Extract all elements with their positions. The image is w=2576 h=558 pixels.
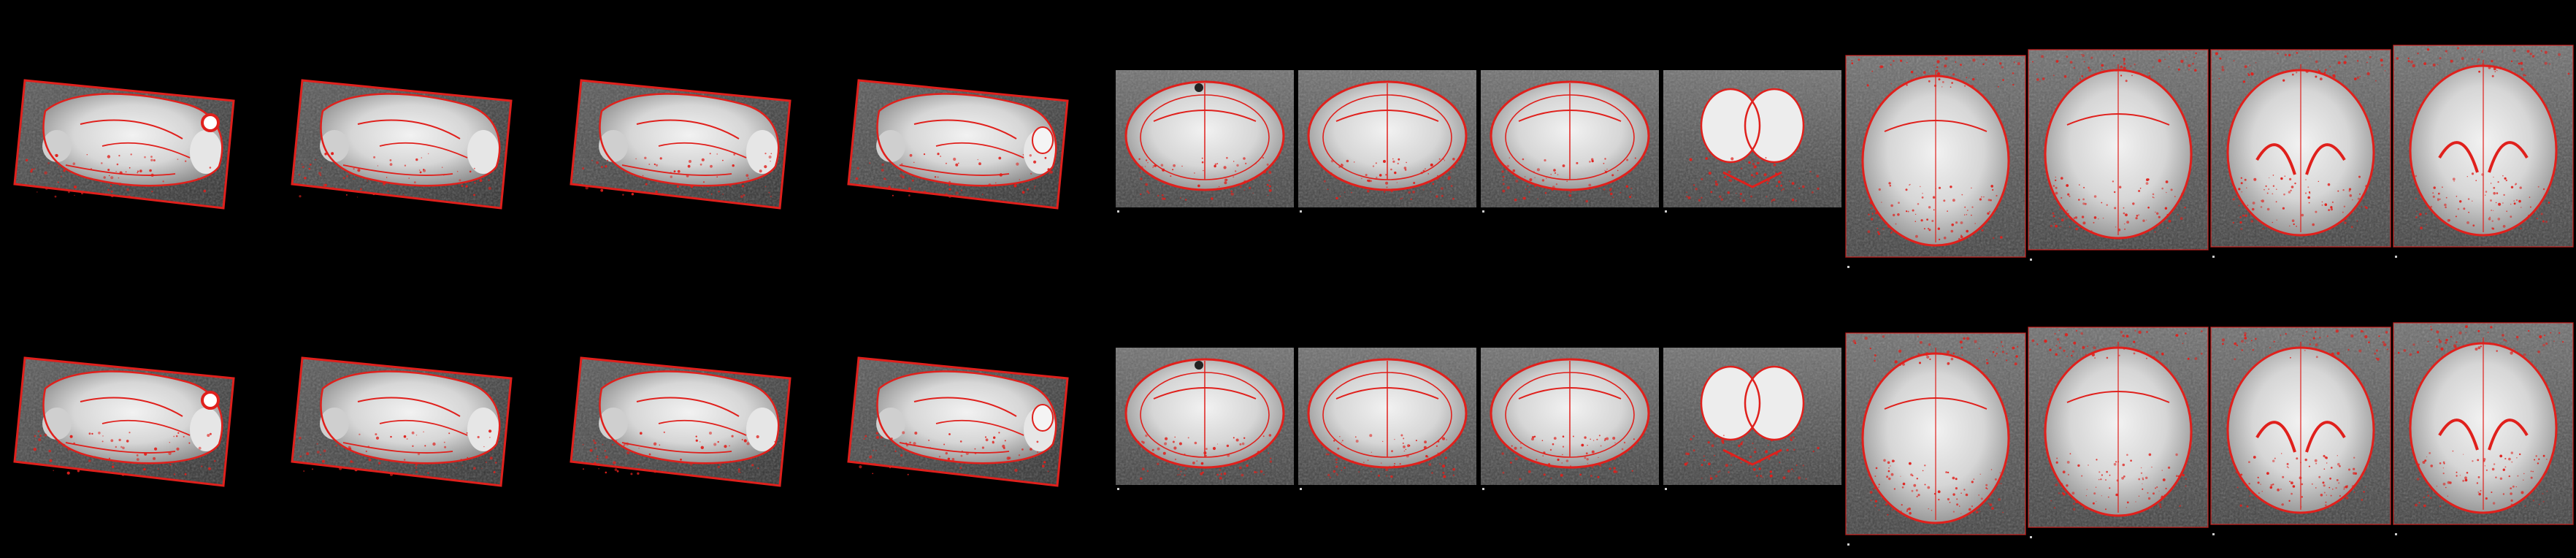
row-2-axial-slice-4 — [2393, 322, 2574, 535]
row-1-axial-slice-2 — [2028, 49, 2209, 261]
row-1-axial-group — [1845, 45, 2574, 268]
row-1-sagittal-group — [13, 79, 1069, 210]
row-1-coronal-slice-3 — [1481, 70, 1659, 213]
row-2-coronal-slice-4 — [1663, 348, 1841, 490]
row-2-axial-group — [1845, 322, 2574, 546]
row-2-sagittal-slice-1 — [13, 356, 235, 487]
row-1-coronal-slice-2 — [1298, 70, 1476, 213]
row-2 — [13, 322, 2574, 546]
row-2-coronal-group — [1116, 348, 1841, 490]
row-2-sagittal-slice-4 — [847, 356, 1069, 487]
row-1-axial-slice-4 — [2393, 45, 2574, 258]
row-2-sagittal-slice-3 — [570, 356, 791, 487]
row-1 — [13, 45, 2574, 268]
row-2-coronal-slice-1 — [1116, 348, 1294, 490]
row-1-sagittal-slice-4 — [847, 79, 1069, 210]
row-1-coronal-slice-4 — [1663, 70, 1841, 213]
row-2-axial-slice-2 — [2028, 326, 2209, 538]
row-1-axial-slice-3 — [2210, 49, 2391, 258]
row-1-sagittal-slice-2 — [291, 79, 513, 210]
row-2-coronal-slice-3 — [1481, 348, 1659, 490]
row-1-sagittal-slice-3 — [570, 79, 791, 210]
row-1-coronal-slice-1 — [1116, 70, 1294, 213]
row-2-coronal-slice-2 — [1298, 348, 1476, 490]
row-2-axial-slice-1 — [1845, 332, 2026, 546]
row-1-coronal-group — [1116, 70, 1841, 213]
row-2-sagittal-group — [13, 356, 1069, 487]
row-1-axial-slice-1 — [1845, 55, 2026, 268]
row-1-sagittal-slice-1 — [13, 79, 235, 210]
row-2-axial-slice-3 — [2210, 326, 2391, 535]
row-2-sagittal-slice-2 — [291, 356, 513, 487]
